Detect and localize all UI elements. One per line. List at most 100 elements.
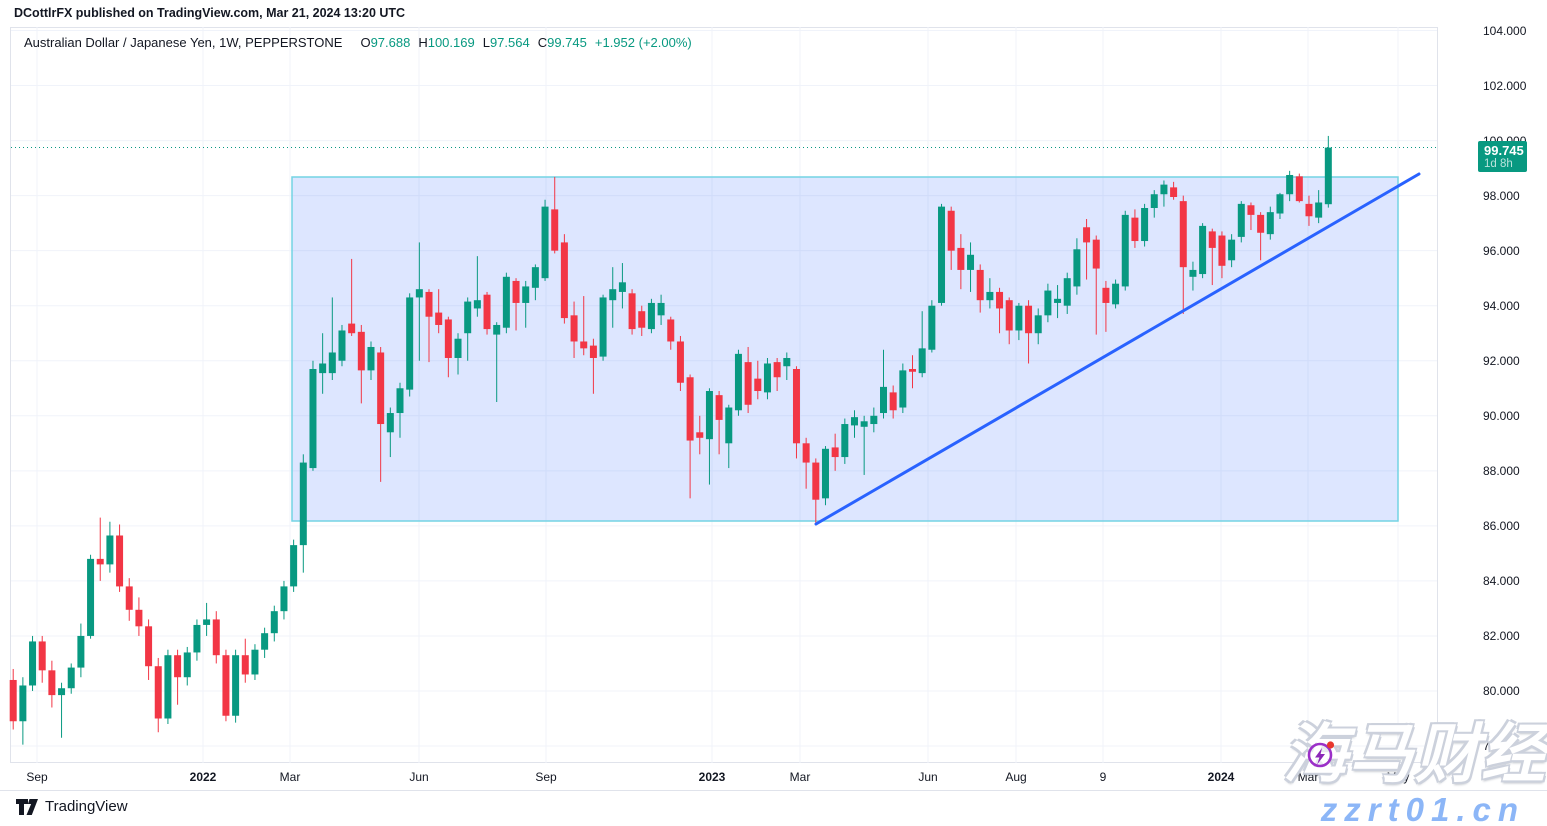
candle[interactable] [1121,214,1129,287]
candle[interactable] [299,462,307,546]
candle[interactable] [154,666,162,719]
candle[interactable] [87,558,95,636]
candle[interactable] [1141,208,1149,242]
candle[interactable] [696,432,704,438]
candle[interactable] [725,407,733,444]
candle[interactable] [270,611,278,634]
candle[interactable] [841,424,849,458]
candle[interactable] [938,206,946,303]
candle[interactable] [783,357,791,367]
candle[interactable] [831,447,839,458]
candle[interactable] [261,633,269,650]
candle[interactable] [947,210,955,251]
candle[interactable] [1315,202,1323,218]
candle[interactable] [821,448,829,499]
candle[interactable] [164,655,172,719]
candle[interactable] [522,286,530,303]
candle[interactable] [734,353,742,411]
candle[interactable] [145,626,153,667]
candle[interactable] [1073,249,1081,287]
candle[interactable] [996,291,1004,309]
candle[interactable] [212,619,220,656]
candle[interactable] [1034,315,1042,334]
candle[interactable] [106,535,114,565]
candle[interactable] [986,291,994,301]
candle[interactable] [638,311,646,328]
candle[interactable] [618,282,626,292]
time-axis[interactable]: Sep 2022 Mar Jun Sep 2023 Mar Jun Aug 9 2024 Mar May [0,764,1547,790]
candle[interactable] [338,330,346,361]
candle[interactable] [1063,278,1071,306]
candle[interactable] [976,269,984,301]
candle[interactable] [1160,184,1168,195]
candle[interactable] [860,421,868,427]
candle[interactable] [1102,287,1110,303]
candle[interactable] [174,655,182,678]
candle[interactable] [850,417,858,426]
candle[interactable] [444,319,452,358]
candle[interactable] [541,206,549,279]
candle[interactable] [9,679,17,722]
candle[interactable] [1286,174,1294,195]
candle[interactable] [551,209,559,251]
candle[interactable] [628,293,636,330]
symbol-title[interactable]: Australian Dollar / Japanese Yen, 1W, PE… [24,35,343,50]
candle[interactable] [203,619,211,625]
candle[interactable] [1228,239,1236,261]
candle[interactable] [744,362,752,405]
candle[interactable] [899,370,907,408]
candle[interactable] [570,315,578,342]
candle[interactable] [377,352,385,425]
candle[interactable] [1218,235,1226,266]
candle[interactable] [1083,227,1091,243]
candle[interactable] [251,649,259,675]
tradingview-logo[interactable]: TradingView [16,798,128,815]
candle[interactable] [1150,194,1158,209]
candle[interactable] [96,558,104,565]
candle[interactable] [560,242,568,319]
candle[interactable] [493,324,501,335]
trendline-drawing[interactable] [814,172,1421,526]
candle[interactable] [386,413,394,433]
candle[interactable] [705,391,713,440]
candle[interactable] [502,276,510,328]
candle[interactable] [125,586,133,610]
candle[interactable] [357,331,365,371]
candle[interactable] [1131,217,1139,242]
candle[interactable] [1208,231,1216,248]
candle[interactable] [609,289,617,301]
candle[interactable] [222,655,230,716]
candle[interactable] [241,655,249,675]
candle[interactable] [67,667,75,689]
candle[interactable] [512,280,520,303]
price-axis[interactable]: 104.000102.000100.00098.00096.00094.0009… [1438,24,1547,763]
candle[interactable] [1025,305,1033,334]
candle[interactable] [38,641,46,671]
candle[interactable] [116,535,124,587]
candle[interactable] [77,635,85,668]
candle[interactable] [464,301,472,334]
candle[interactable] [319,363,327,374]
candle[interactable] [290,545,298,587]
candle[interactable] [328,352,336,374]
candle[interactable] [889,392,897,411]
candle[interactable] [29,641,37,686]
candle[interactable] [773,362,781,378]
candle[interactable] [1112,283,1120,305]
symbol-legend[interactable]: Australian Dollar / Japanese Yen, 1W, PE… [24,35,692,50]
candle[interactable] [1199,225,1207,275]
candle[interactable] [415,289,423,298]
candle[interactable] [232,655,240,716]
candle[interactable] [686,377,694,441]
candle[interactable] [880,386,887,414]
candle[interactable] [1189,269,1197,277]
candle[interactable] [1237,203,1245,237]
candle[interactable] [396,388,404,414]
candle[interactable] [348,323,356,334]
candle[interactable] [870,415,878,425]
candle[interactable] [792,368,800,444]
candle[interactable] [473,300,481,309]
candle[interactable] [812,462,820,500]
candle[interactable] [1247,205,1255,215]
